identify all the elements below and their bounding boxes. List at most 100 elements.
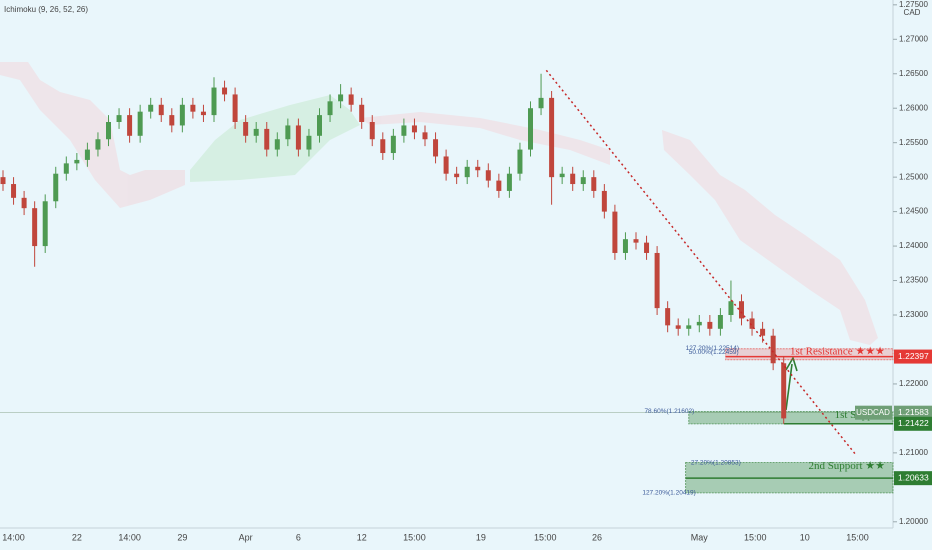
candle-body [475, 166, 481, 171]
candle-body [169, 115, 175, 126]
zone [725, 348, 894, 361]
candle-body [686, 325, 692, 329]
indicator-label: Ichimoku (9, 26, 52, 26) [4, 5, 88, 14]
candle-body [285, 125, 291, 140]
candle-body [32, 208, 38, 247]
candle-body [232, 94, 238, 123]
fib-label: 50.00%(1.22459) [689, 349, 739, 356]
zone-label: 1st Resistance ★★★ [790, 345, 885, 357]
candle-body [707, 321, 713, 329]
fib-label: 27.20%(1.20853) [691, 460, 741, 467]
candle-body [148, 104, 154, 112]
candle-body [137, 111, 143, 136]
candle-body [770, 335, 776, 364]
y-tick-label: 1.26500 [899, 69, 928, 78]
candle-body [559, 173, 565, 178]
candle-body [749, 318, 755, 329]
arrow-head [785, 356, 798, 372]
y-tick-label: 1.21000 [899, 448, 928, 457]
candle-body [496, 180, 502, 191]
cloud-red [662, 130, 878, 345]
y-tick-label: 1.25500 [899, 138, 928, 147]
candle-body [63, 163, 69, 174]
candle-body [53, 173, 59, 202]
fib-label: 78.60%(1.21602) [644, 408, 694, 415]
candle-body [84, 149, 90, 160]
candle-body [42, 201, 48, 247]
candle-body [760, 328, 766, 336]
candle-body [633, 239, 639, 243]
x-tick-label: May [691, 532, 709, 542]
candle-body [601, 190, 607, 212]
candle-body [190, 104, 196, 112]
y-tick-label: 1.22000 [899, 379, 928, 388]
x-tick-label: 22 [72, 532, 82, 542]
candle-body [570, 173, 576, 185]
candle-body [739, 301, 744, 319]
candle-body [781, 363, 787, 419]
candle-body [464, 166, 470, 178]
candle-body [422, 132, 428, 140]
price-tag-label: 1.21422 [898, 418, 929, 428]
candle-body [264, 128, 270, 150]
candle-body [179, 104, 185, 126]
x-tick-label: 29 [177, 532, 187, 542]
y-tick-label: 1.23000 [899, 310, 928, 319]
trendline [545, 69, 857, 455]
candle-body [528, 108, 533, 150]
cloud-red [0, 62, 185, 208]
candle-body [359, 104, 365, 123]
x-tick-label: 15:00 [534, 532, 557, 542]
symbol-tag-label: USDCAD [856, 408, 890, 417]
x-tick-label: 14:00 [118, 532, 141, 542]
y-tick-label: 1.24500 [899, 207, 928, 216]
candle-body [0, 177, 6, 185]
y-tick-label: 1.24000 [899, 241, 928, 250]
candle-body [517, 149, 523, 174]
x-tick-label: 19 [476, 532, 486, 542]
candle-body [200, 111, 206, 116]
y-tick-label: 1.20000 [899, 517, 928, 526]
candle-body [369, 122, 375, 140]
price-tag [894, 416, 932, 431]
candle-body [11, 184, 17, 198]
x-tick-label: 10 [800, 532, 810, 542]
price-tag [894, 405, 932, 420]
candle-body [348, 94, 354, 105]
candle-body [506, 173, 512, 191]
price-tag [894, 349, 932, 364]
candle-body [127, 115, 133, 136]
candle-body [106, 122, 111, 140]
candle-body [116, 115, 122, 123]
x-tick-label: 15:00 [403, 532, 426, 542]
candle-body [21, 197, 27, 209]
arrow [785, 363, 793, 411]
candle-body [317, 115, 322, 136]
x-tick-label: 6 [296, 532, 301, 542]
y-tick-label: 1.27000 [899, 34, 928, 43]
candle-body [243, 122, 249, 136]
candle-body [538, 97, 544, 109]
price-tag-label: 1.20633 [898, 472, 929, 482]
candle-body [654, 252, 660, 309]
x-tick-label: 14:00 [2, 532, 25, 542]
x-tick-label: 12 [357, 532, 367, 542]
candle-body [306, 135, 312, 150]
candle-body [411, 125, 417, 133]
candle-body [728, 301, 734, 316]
candle-body [612, 211, 618, 253]
candle-body [295, 125, 301, 150]
price-tag-label: 1.21583 [898, 407, 929, 417]
cloud-red [360, 112, 610, 165]
candle-body [401, 125, 407, 136]
candle-body [74, 159, 80, 164]
candle-body [696, 321, 702, 326]
candle-body [485, 170, 491, 181]
x-tick-label: Apr [239, 532, 253, 542]
candle-body [338, 94, 344, 102]
y-tick-label: 1.27500 [899, 0, 928, 9]
x-tick-label: 26 [592, 532, 602, 542]
